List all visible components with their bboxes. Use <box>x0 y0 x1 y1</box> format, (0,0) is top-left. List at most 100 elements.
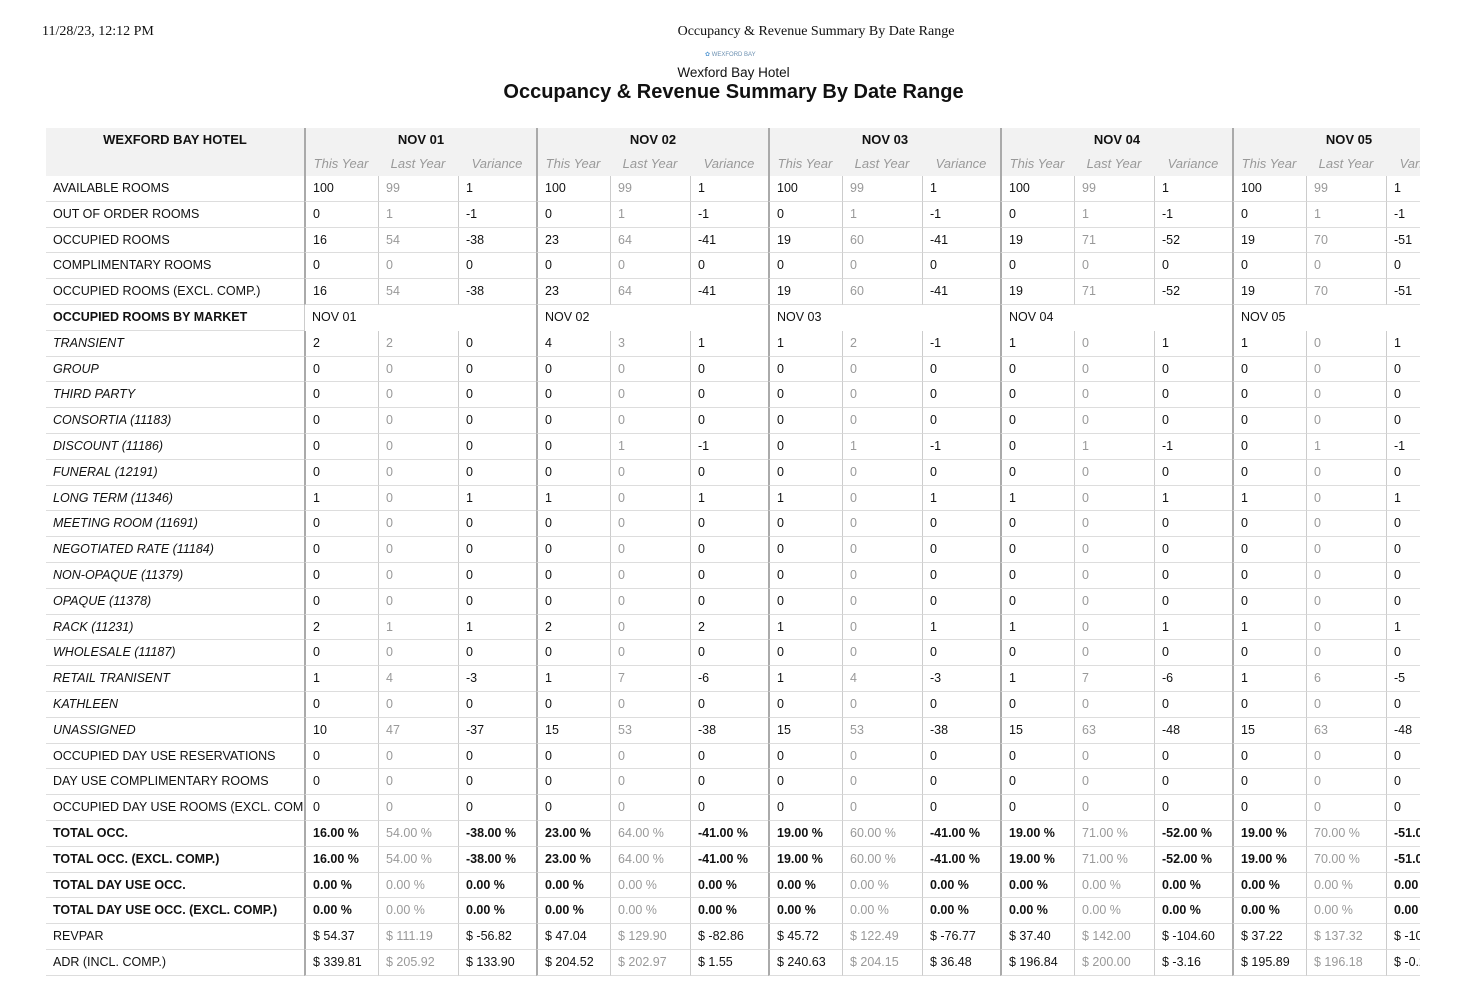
sub-header: This Year <box>1241 156 1297 171</box>
cell: 60.00 % <box>842 846 922 873</box>
cell: -38 <box>690 717 768 744</box>
cell: -38.00 % <box>458 821 536 847</box>
cell: 0 <box>768 356 842 383</box>
cell: 0.00 % <box>1306 872 1386 899</box>
cell: 0 <box>1000 201 1074 228</box>
cell: 0 <box>1232 640 1306 667</box>
cell: 15 <box>1000 717 1074 744</box>
cell: 0 <box>378 485 458 512</box>
date-header: NOV 01 <box>304 128 536 176</box>
cell: 0 <box>1386 408 1420 434</box>
cell: 0.00 % <box>458 898 536 925</box>
cell: 0.00 % <box>922 898 1000 925</box>
cell: 19.00 % <box>768 846 842 873</box>
cell: $ 196.84 <box>1000 950 1074 976</box>
row-label: OPAQUE (11378) <box>46 589 304 615</box>
cell: 0 <box>458 434 536 460</box>
cell: 0 <box>1232 743 1306 770</box>
cell: 0 <box>922 459 1000 486</box>
cell: 0 <box>610 588 690 615</box>
cell: 1 <box>768 330 842 357</box>
cell: 0 <box>842 588 922 615</box>
cell: 0 <box>1386 563 1420 589</box>
cell: 63 <box>1306 717 1386 744</box>
cell: 1 <box>536 666 610 692</box>
cell: 2 <box>690 614 768 641</box>
cell: 0 <box>842 459 922 486</box>
cell: 16 <box>304 279 378 305</box>
cell: $ 36.48 <box>922 950 1000 976</box>
cell: -52.00 % <box>1154 846 1232 873</box>
cell: 0 <box>610 382 690 409</box>
cell: 19.00 % <box>1232 846 1306 873</box>
cell: 2 <box>842 330 922 357</box>
cell: 0 <box>1000 253 1074 280</box>
cell: 0 <box>458 640 536 667</box>
cell: 0 <box>1000 408 1074 434</box>
cell: 0 <box>922 743 1000 770</box>
cell: 0 <box>768 201 842 228</box>
cell: 0 <box>378 769 458 796</box>
cell: 0 <box>922 382 1000 409</box>
cell: 0 <box>1154 640 1232 667</box>
cell: 0 <box>610 537 690 563</box>
row-label: OCCUPIED ROOMS <box>46 228 304 254</box>
cell: 70 <box>1306 227 1386 254</box>
cell: 0 <box>768 537 842 563</box>
row-label: MEETING ROOM (11691) <box>46 511 304 538</box>
cell: 0 <box>768 563 842 589</box>
cell: 0 <box>1000 511 1074 538</box>
cell: 54 <box>378 279 458 305</box>
sub-header: This Year <box>1009 156 1065 171</box>
cell: 0 <box>458 356 536 383</box>
cell: 1 <box>922 614 1000 641</box>
cell: 0 <box>378 459 458 486</box>
row-label: DAY USE COMPLIMENTARY ROOMS <box>46 769 304 796</box>
cell: 0 <box>1074 769 1154 796</box>
cell: $ 142.00 <box>1074 924 1154 950</box>
cell: 0 <box>1154 537 1232 563</box>
cell: 0 <box>1074 356 1154 383</box>
cell: 0 <box>1232 537 1306 563</box>
cell: 0 <box>842 692 922 718</box>
cell: 0.00 % <box>1154 872 1232 899</box>
cell: 23.00 % <box>536 821 610 847</box>
cell: 15 <box>768 717 842 744</box>
cell: 70 <box>1306 279 1386 305</box>
cell: 15 <box>1232 717 1306 744</box>
cell: -3 <box>922 666 1000 692</box>
cell: 0.00 % <box>842 898 922 925</box>
cell: 99 <box>1074 176 1154 202</box>
cell: 0 <box>458 408 536 434</box>
row-label: NON-OPAQUE (11379) <box>46 563 304 589</box>
sub-header: Variance <box>935 156 987 171</box>
cell: 4 <box>378 666 458 692</box>
row-label: GROUP <box>46 357 304 383</box>
cell: 0 <box>1000 588 1074 615</box>
sub-header: Last Year <box>1086 156 1142 171</box>
cell: 0 <box>304 201 378 228</box>
row-label: OCCUPIED DAY USE ROOMS (EXCL. COMP.) <box>46 795 304 821</box>
cell: 0 <box>304 743 378 770</box>
cell: 0 <box>1074 330 1154 357</box>
cell: 0 <box>304 382 378 409</box>
logo: ✿ WEXFORD BAY <box>705 52 756 58</box>
cell: 0 <box>842 769 922 796</box>
cell: 0 <box>1306 356 1386 383</box>
cell: 0 <box>1232 511 1306 538</box>
cell: 99 <box>842 176 922 202</box>
cell: 0.00 % <box>304 898 378 925</box>
row-label: COMPLIMENTARY ROOMS <box>46 253 304 280</box>
cell: 1 <box>1074 434 1154 460</box>
cell: 71.00 % <box>1074 821 1154 847</box>
cell: 0 <box>1232 382 1306 409</box>
cell: 0 <box>458 537 536 563</box>
sub-header: Last Year <box>854 156 910 171</box>
cell: 0 <box>536 511 610 538</box>
cell: 0 <box>1074 511 1154 538</box>
cell: $ -3.16 <box>1154 950 1232 976</box>
cell: 0 <box>304 692 378 718</box>
cell: 0 <box>1154 769 1232 796</box>
cell: 0 <box>536 408 610 434</box>
cell: 0 <box>1074 485 1154 512</box>
